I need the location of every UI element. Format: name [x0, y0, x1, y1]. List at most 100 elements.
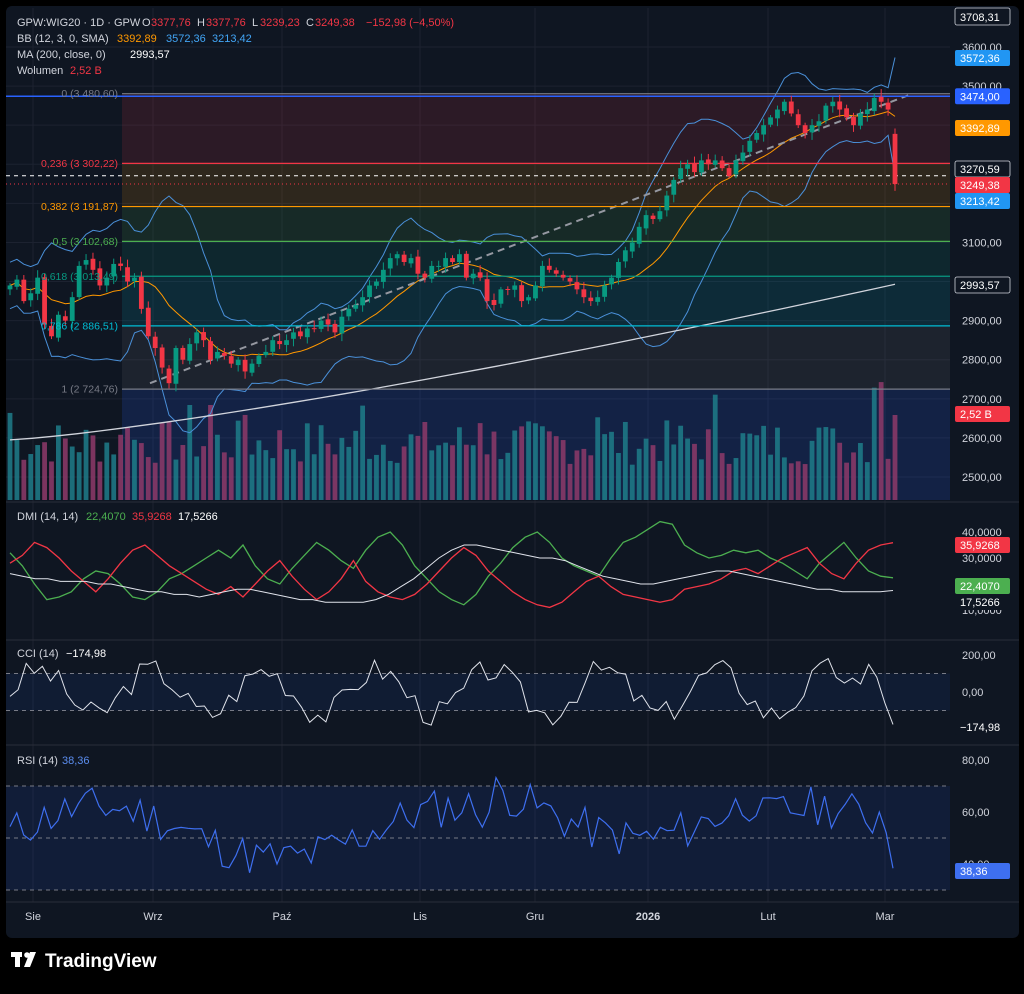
volume-bar: [816, 427, 822, 500]
candle-body: [775, 109, 780, 119]
time-axis[interactable]: Sie Wrz Paź Lis Gru 2026 Lut Mar: [25, 911, 895, 923]
fib-label: 0,786 (2 886,51): [41, 320, 118, 332]
candle-body: [457, 254, 462, 263]
cci-pane[interactable]: 200,00 0,00 −174,98: [6, 650, 1010, 735]
fib-zone: [122, 241, 950, 277]
trend-line: [149, 92, 913, 385]
volume-bar: [263, 450, 269, 500]
candle-body: [885, 102, 891, 110]
candle-body: [574, 282, 580, 290]
volume-bar: [878, 382, 884, 500]
volume-bar: [28, 454, 34, 500]
candle-body: [422, 273, 428, 278]
fib-label: 1 (2 724,76): [61, 384, 118, 396]
candle-body: [270, 340, 276, 352]
candle-body: [332, 323, 338, 333]
volume-bar: [491, 431, 497, 500]
volume-bar: [712, 394, 718, 500]
volume-bar: [132, 439, 137, 500]
volume-bar: [118, 434, 124, 500]
legend-volume-label: Wolumen: [17, 65, 63, 77]
candle-body: [719, 160, 725, 169]
time-label: Lut: [760, 911, 775, 923]
candle-body: [837, 101, 843, 110]
candle-body: [21, 279, 27, 302]
candle-body: [788, 101, 794, 114]
volume-bar: [208, 405, 213, 500]
candle-body: [104, 277, 110, 286]
volume-bar: [705, 429, 711, 500]
badge-crosshair: 3270,59: [960, 164, 1000, 176]
candle-body: [892, 133, 898, 185]
volume-bar: [159, 422, 165, 500]
volume-bar: [595, 417, 601, 500]
cci-value: −174,98: [66, 648, 106, 660]
candlesticks[interactable]: [7, 89, 898, 392]
candle-body: [636, 226, 642, 244]
volume-bar: [560, 440, 566, 500]
dmi-pane[interactable]: 40,000030,000010,000035,926822,407017,52…: [9, 520, 1010, 617]
price-tick: 3100,00: [962, 237, 1002, 249]
volume-bar: [740, 433, 746, 500]
volume-bar: [249, 454, 255, 500]
grid: [6, 8, 950, 902]
volume-bar: [602, 434, 608, 500]
time-label: Lis: [413, 911, 428, 923]
candle-body: [864, 109, 870, 115]
volume-bar: [332, 454, 338, 500]
volume-bar: [643, 438, 649, 500]
volume-bar: [353, 430, 359, 500]
legend-ma-value: 2993,57: [130, 49, 170, 61]
price-tick: 2700,00: [962, 394, 1002, 406]
price-tick: 2900,00: [962, 316, 1002, 328]
candle-body: [726, 168, 732, 176]
legend-volume-value: 2,52 B: [70, 65, 102, 77]
candle-body: [159, 347, 165, 368]
fib-zone: [122, 163, 950, 207]
candle-body: [436, 265, 442, 267]
legend-ma-label: MA (200, close, 0): [17, 49, 106, 61]
candle-body: [643, 215, 649, 229]
volume-bar: [871, 387, 877, 500]
badge-rsi: 38,36: [960, 866, 988, 878]
candle-body: [657, 211, 663, 220]
volume-bar: [422, 422, 428, 500]
volume-bar: [505, 452, 511, 500]
candle-body: [650, 215, 656, 219]
volume-bars: [7, 382, 898, 500]
volume-bar: [138, 443, 144, 500]
fib-label: 0,382 (3 191,87): [41, 201, 118, 213]
adx-line: [9, 544, 894, 603]
time-label: 2026: [636, 911, 660, 923]
volume-bar: [809, 440, 815, 500]
badge-volume-box: [955, 406, 1010, 422]
candle-body: [166, 368, 172, 384]
candle-body: [69, 297, 75, 322]
candle-body: [678, 168, 684, 179]
volume-bar: [844, 462, 850, 500]
candle-body: [671, 179, 677, 195]
volume-bar: [436, 445, 442, 500]
volume-bar: [401, 446, 407, 500]
candle-body: [470, 273, 476, 279]
volume-bar: [339, 437, 345, 500]
volume-bar: [152, 462, 158, 500]
candle-body: [463, 253, 469, 278]
candle-body: [519, 285, 525, 302]
cci-line: [9, 657, 894, 726]
rsi-value: 38,36: [62, 755, 90, 767]
volume-bar: [166, 421, 172, 500]
volume-bar: [885, 458, 891, 500]
candle-body: [699, 160, 704, 173]
rsi-tick: 60,00: [962, 807, 990, 819]
candle-body: [256, 355, 262, 364]
legend-bb-label: BB (12, 3, 0, SMA): [17, 33, 109, 45]
volume-bar: [892, 415, 898, 500]
candle-body: [526, 297, 531, 301]
tradingview-logo-text: TradingView: [45, 951, 157, 972]
volume-bar: [415, 435, 421, 500]
price-badges: 3572,36 3474,00 3392,89 3270,59 3249,38 3213,…: [954, 50, 1011, 422]
tradingview-logo[interactable]: TradingView: [11, 951, 157, 972]
